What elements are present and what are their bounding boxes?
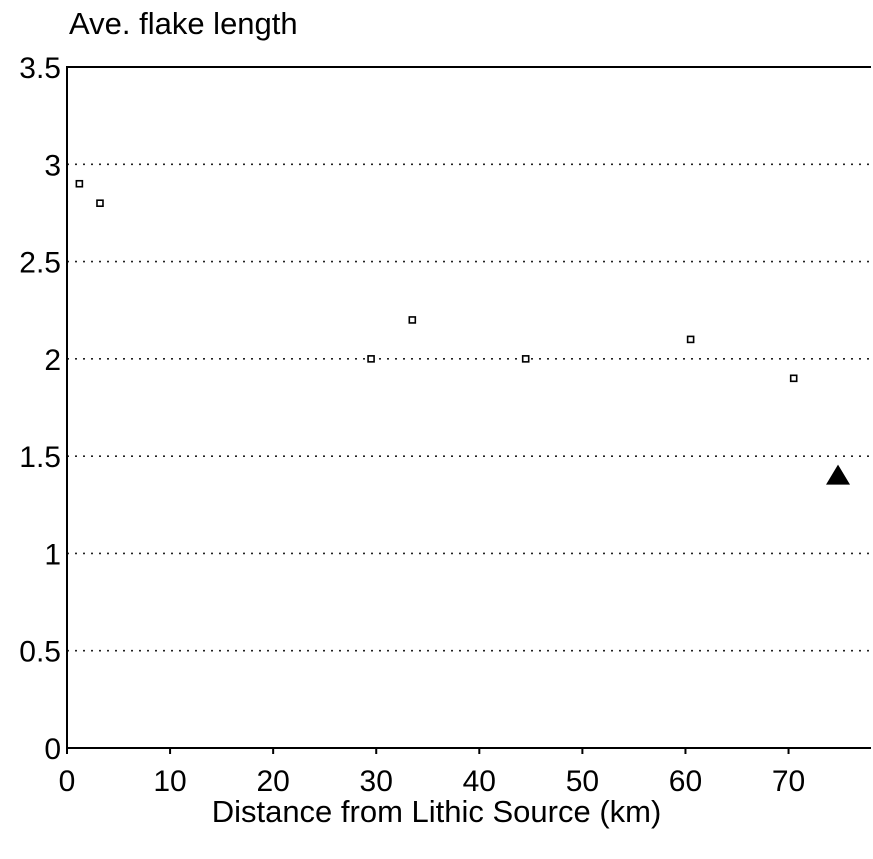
data-point-square [686,335,695,344]
data-point-square [75,179,84,188]
y-tick-label: 1 [44,538,61,571]
x-tick-label: 30 [360,765,393,798]
y-tick-label: 2 [44,344,61,377]
y-tick-label: 0 [44,733,61,766]
y-tick-label: 1.5 [19,441,61,474]
x-tick-label: 20 [256,765,289,798]
y-tick-label: 3 [44,149,61,182]
data-point-square [408,316,417,324]
data-point-square [96,199,104,207]
data-point-square [367,355,375,363]
data-point-square [521,355,530,363]
data-point-square [789,374,798,383]
y-axis-title: Ave. flake length [69,6,298,41]
x-tick-label: 0 [59,765,76,798]
x-tick-label: 60 [669,765,702,798]
x-tick-label: 50 [566,765,599,798]
x-tick-label: 40 [463,765,496,798]
data-point-triangle [826,464,851,485]
x-axis-title: Distance from Lithic Source (km) [211,794,662,829]
y-tick-label: 3.5 [19,52,61,85]
y-tick-label: 2.5 [19,247,61,280]
y-tick-label: 0.5 [19,636,61,669]
x-tick-label: 10 [153,765,186,798]
x-tick-label: 70 [772,765,805,798]
